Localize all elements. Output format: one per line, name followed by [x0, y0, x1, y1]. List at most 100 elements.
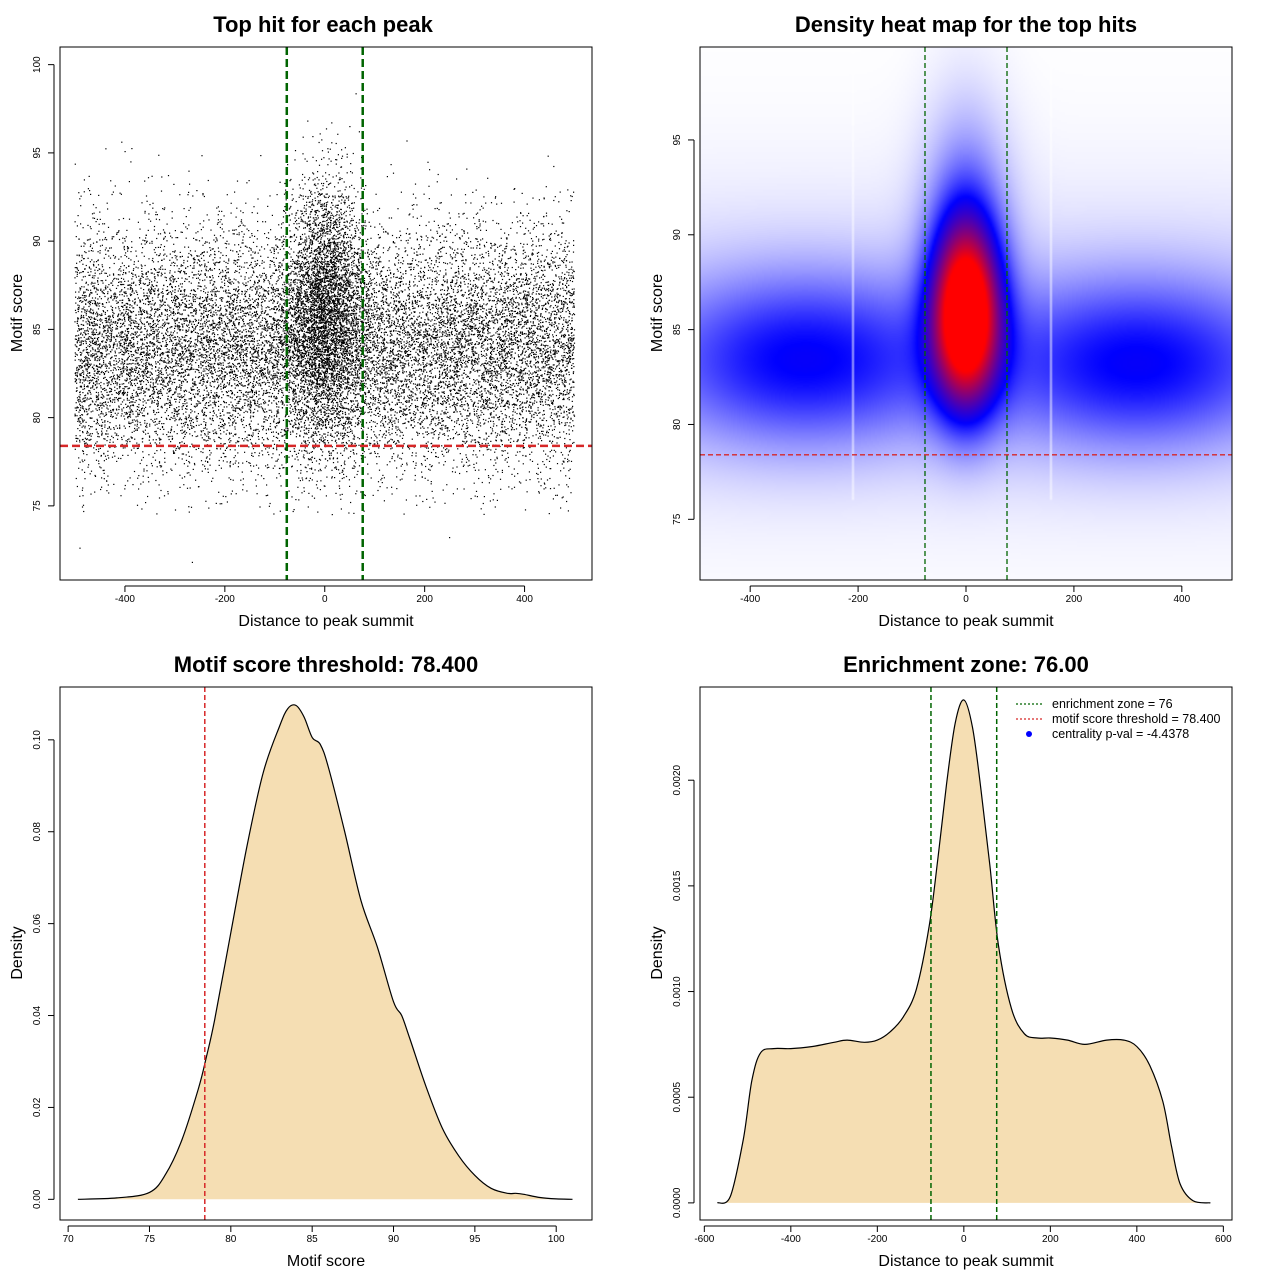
- data-point: [320, 372, 322, 374]
- data-point: [335, 492, 337, 494]
- data-point: [322, 384, 325, 386]
- data-point: [210, 328, 212, 330]
- data-point: [543, 488, 545, 490]
- data-point: [356, 357, 358, 359]
- data-point: [327, 346, 329, 348]
- data-point: [339, 289, 341, 291]
- data-point: [326, 362, 329, 364]
- data-point: [420, 235, 422, 237]
- data-point: [171, 404, 173, 406]
- data-point: [338, 424, 340, 426]
- data-point: [122, 364, 124, 366]
- data-point: [331, 295, 333, 297]
- data-point: [240, 359, 242, 361]
- data-point: [321, 244, 324, 246]
- data-point: [328, 395, 330, 397]
- data-point: [324, 213, 327, 215]
- data-point: [203, 259, 205, 262]
- data-point: [398, 292, 400, 294]
- data-point: [277, 421, 279, 423]
- data-point: [323, 309, 325, 311]
- data-point: [330, 224, 332, 226]
- data-point: [303, 321, 305, 323]
- data-point: [319, 273, 321, 275]
- data-point: [346, 265, 348, 268]
- data-point: [213, 367, 215, 369]
- data-point: [300, 308, 302, 310]
- data-point: [335, 338, 337, 340]
- data-point: [302, 280, 304, 282]
- data-point: [342, 319, 344, 321]
- data-point: [344, 330, 346, 332]
- data-point: [563, 317, 565, 319]
- data-point: [281, 351, 283, 353]
- data-point: [344, 269, 346, 271]
- data-point: [310, 334, 312, 336]
- data-point: [351, 351, 353, 354]
- data-point: [341, 317, 343, 319]
- data-point: [319, 268, 321, 270]
- data-point: [312, 431, 314, 433]
- data-point: [344, 355, 346, 357]
- data-point: [300, 325, 302, 327]
- data-point: [312, 345, 314, 347]
- data-point: [360, 365, 362, 367]
- data-point: [351, 271, 354, 273]
- data-point: [357, 297, 359, 299]
- data-point: [346, 353, 348, 355]
- data-point: [324, 253, 326, 255]
- data-point: [320, 321, 322, 323]
- data-point: [304, 323, 306, 325]
- data-point: [310, 190, 312, 193]
- data-point: [314, 282, 316, 284]
- data-point: [323, 365, 325, 367]
- data-point: [370, 357, 372, 359]
- data-point: [317, 347, 319, 349]
- data-point: [110, 247, 112, 249]
- data-point: [348, 306, 351, 308]
- data-point: [346, 388, 348, 390]
- data-point: [249, 334, 251, 337]
- data-point: [312, 324, 314, 326]
- data-point: [319, 261, 321, 263]
- data-point: [227, 292, 229, 294]
- data-point: [351, 467, 354, 469]
- data-point: [304, 263, 306, 265]
- data-point: [160, 354, 162, 356]
- data-point: [334, 310, 336, 312]
- data-point: [340, 259, 342, 261]
- data-point: [316, 268, 318, 270]
- data-point: [312, 314, 314, 316]
- data-point: [484, 269, 486, 271]
- data-point: [340, 385, 342, 387]
- data-point: [342, 428, 344, 430]
- data-point: [323, 205, 325, 207]
- data-point: [347, 394, 349, 396]
- data-point: [314, 178, 316, 180]
- data-point: [266, 419, 268, 421]
- data-point: [301, 357, 303, 359]
- data-point: [316, 238, 318, 240]
- data-point: [152, 261, 155, 263]
- data-point: [317, 224, 320, 226]
- data-point: [305, 210, 307, 212]
- data-point: [358, 299, 360, 301]
- data-point: [343, 337, 345, 339]
- data-point: [314, 357, 316, 359]
- data-point: [329, 328, 331, 330]
- data-point: [315, 266, 317, 268]
- data-point: [123, 338, 125, 340]
- data-point: [327, 290, 329, 292]
- data-point: [324, 337, 326, 339]
- data-point: [108, 367, 110, 369]
- data-point: [317, 356, 319, 358]
- data-point: [250, 427, 252, 429]
- data-point: [335, 215, 337, 217]
- data-point: [442, 284, 444, 287]
- data-point: [304, 447, 306, 449]
- data-point: [294, 268, 296, 270]
- data-point: [329, 268, 331, 270]
- data-point: [289, 404, 291, 406]
- data-point: [339, 360, 341, 363]
- data-point: [338, 347, 340, 349]
